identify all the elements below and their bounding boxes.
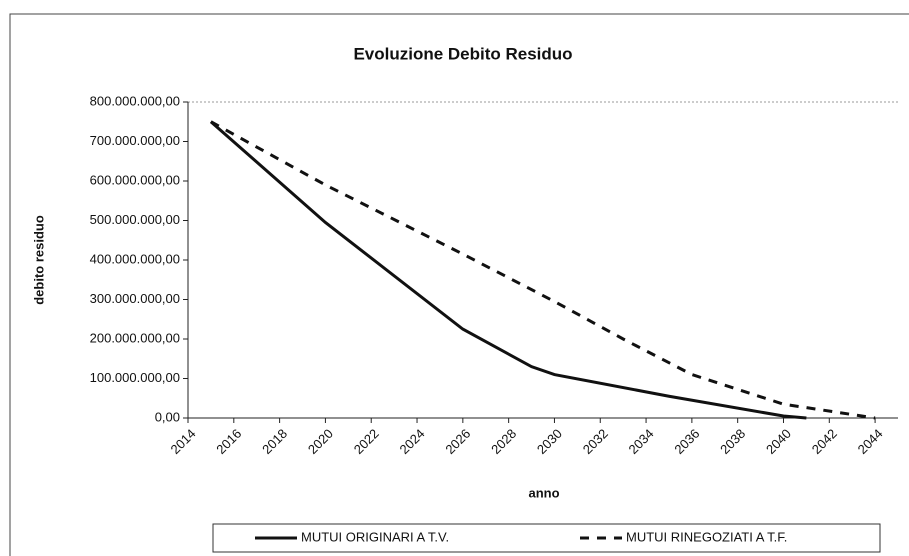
chart-frame [9, 13, 909, 556]
x-tick-label: 2038 [717, 426, 748, 457]
legend-label: MUTUI ORIGINARI A T.V. [301, 529, 449, 544]
x-tick-label: 2020 [305, 426, 336, 457]
legend-label: MUTUI RINEGOZIATI A T.F. [626, 529, 787, 544]
x-tick-label: 2026 [442, 426, 473, 457]
y-tick-label: 600.000.000,00 [90, 172, 180, 187]
y-tick-label: 700.000.000,00 [90, 133, 180, 148]
y-tick-label: 200.000.000,00 [90, 330, 180, 345]
series-line [209, 120, 807, 420]
y-axis-label: debito residuo [31, 215, 46, 305]
x-tick-label: 2014 [167, 426, 198, 457]
y-tick-label: 100.000.000,00 [90, 370, 180, 385]
chart-title: Evoluzione Debito Residuo [353, 44, 572, 63]
series-line [210, 120, 876, 420]
y-tick-label: 500.000.000,00 [90, 212, 180, 227]
x-tick-label: 2024 [397, 426, 428, 457]
y-tick-label: 300.000.000,00 [90, 291, 180, 306]
x-tick-label: 2036 [671, 426, 702, 457]
x-tick-label: 2044 [855, 426, 886, 457]
y-tick-label: 800.000.000,00 [90, 93, 180, 108]
x-tick-label: 2022 [351, 426, 382, 457]
x-tick-label: 2028 [488, 426, 519, 457]
x-tick-label: 2018 [259, 426, 290, 457]
x-tick-label: 2042 [809, 426, 840, 457]
x-axis-label: anno [528, 485, 559, 500]
x-tick-label: 2016 [213, 426, 244, 457]
x-tick-label: 2030 [534, 426, 565, 457]
y-tick-label: 400.000.000,00 [90, 251, 180, 266]
x-tick-label: 2040 [763, 426, 794, 457]
x-tick-label: 2032 [580, 426, 611, 457]
x-tick-label: 2034 [626, 426, 657, 457]
legend-box [212, 523, 881, 553]
y-tick-label: 0,00 [155, 409, 180, 424]
